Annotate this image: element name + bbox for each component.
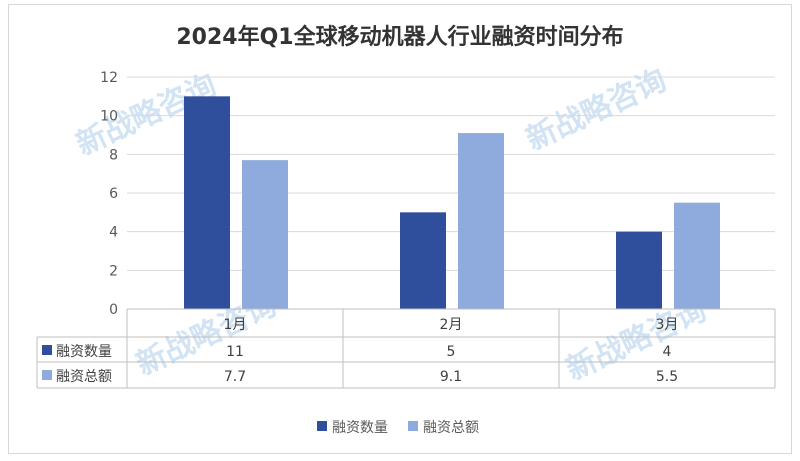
data-value: 7.7: [224, 369, 246, 385]
y-tick-label: 8: [109, 147, 118, 163]
bar-count: [400, 212, 446, 309]
series-name: 融资总额: [56, 369, 112, 385]
data-value: 5.5: [656, 369, 678, 385]
data-value: 5: [447, 344, 456, 360]
y-tick-label: 0: [109, 302, 118, 318]
legend-label: 融资数量: [332, 420, 388, 436]
bar-amount: [242, 160, 288, 309]
data-value: 9.1: [440, 369, 462, 385]
category-label: 3月: [656, 317, 679, 333]
legend-marker: [317, 421, 327, 431]
series-name: 融资数量: [56, 344, 112, 360]
category-label: 2月: [440, 317, 463, 333]
y-tick-label: 6: [109, 186, 118, 202]
data-value: 4: [663, 344, 672, 360]
bar-amount: [674, 202, 720, 309]
data-value: 11: [226, 344, 244, 360]
bar-count: [184, 96, 230, 309]
legend-label: 融资总额: [423, 420, 479, 436]
legend-key: [42, 370, 52, 380]
bar-count: [616, 231, 662, 309]
chart-title: 2024年Q1全球移动机器人行业融资时间分布: [176, 24, 623, 50]
category-label: 1月: [224, 317, 247, 333]
y-tick-label: 4: [109, 225, 118, 241]
bar-amount: [458, 133, 504, 309]
legend-key: [42, 345, 52, 355]
y-tick-label: 12: [100, 70, 118, 86]
chart-frame: [8, 4, 792, 454]
y-tick-label: 10: [100, 109, 118, 125]
legend-marker: [408, 421, 418, 431]
y-tick-label: 2: [109, 263, 118, 279]
